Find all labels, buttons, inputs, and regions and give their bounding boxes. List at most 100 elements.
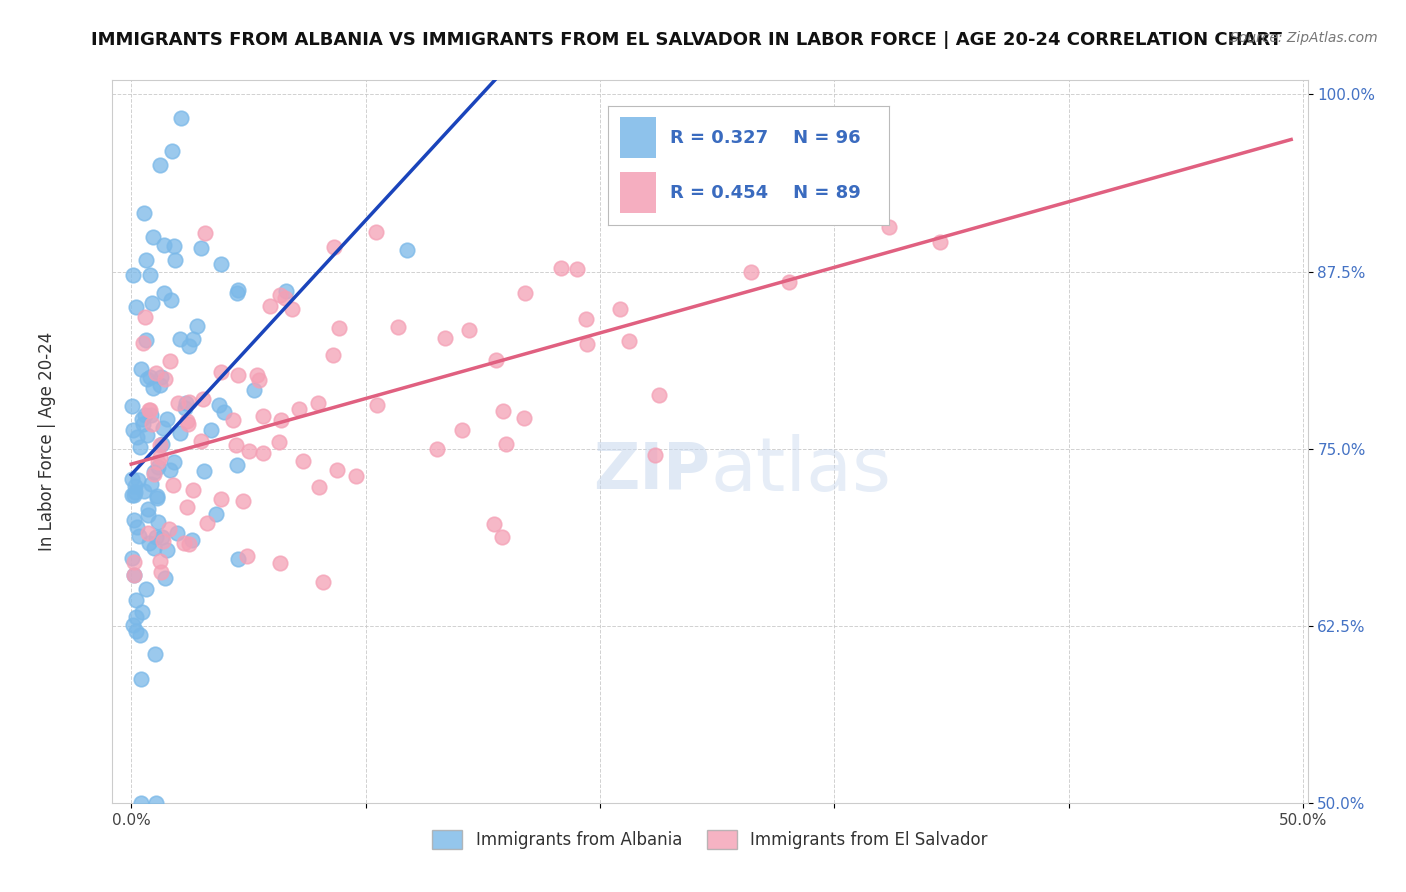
Legend: Immigrants from Albania, Immigrants from El Salvador: Immigrants from Albania, Immigrants from… — [426, 823, 994, 856]
Point — [173, 536, 195, 550]
Point — [159, 463, 181, 477]
Point — [247, 373, 270, 387]
Point — [139, 369, 162, 384]
Text: atlas: atlas — [710, 434, 891, 507]
Point — [125, 610, 148, 624]
Point — [135, 253, 157, 268]
Point — [242, 383, 264, 397]
Point — [145, 531, 167, 545]
Point — [124, 485, 146, 500]
Point — [778, 275, 800, 289]
Point — [308, 396, 330, 410]
Point — [129, 361, 152, 376]
Point — [190, 434, 212, 449]
Point — [173, 401, 195, 416]
Point — [308, 480, 330, 494]
Point — [169, 332, 191, 346]
Point — [145, 796, 167, 810]
Point — [458, 323, 481, 337]
Point — [122, 555, 145, 569]
Point — [134, 408, 156, 422]
Point — [212, 405, 235, 419]
Point — [163, 253, 186, 268]
Point — [141, 417, 163, 431]
Point — [226, 368, 249, 383]
Point — [232, 493, 254, 508]
Point — [127, 520, 149, 534]
Point — [176, 500, 198, 515]
Point — [495, 437, 517, 451]
Point — [225, 458, 247, 472]
Point — [141, 296, 163, 310]
Point — [513, 285, 536, 300]
Point — [149, 565, 172, 579]
Point — [131, 412, 153, 426]
Point — [129, 440, 152, 454]
Point — [235, 549, 257, 563]
Point — [156, 543, 179, 558]
Point — [142, 381, 165, 395]
Point — [149, 158, 172, 172]
Point — [121, 472, 143, 486]
Point — [200, 423, 222, 437]
Point — [145, 366, 167, 380]
Point — [121, 487, 143, 501]
Point — [125, 430, 148, 444]
Text: Source: ZipAtlas.com: Source: ZipAtlas.com — [1230, 31, 1378, 45]
Point — [125, 593, 148, 607]
Point — [162, 145, 184, 159]
Point — [485, 352, 508, 367]
Point — [121, 551, 143, 566]
Point — [209, 365, 232, 379]
Point — [167, 395, 190, 409]
Point — [328, 321, 350, 335]
Point — [177, 339, 200, 353]
Point — [323, 240, 346, 254]
Point — [135, 428, 157, 442]
Point — [134, 483, 156, 498]
Point — [929, 235, 952, 250]
Point — [326, 462, 349, 476]
Point — [276, 284, 298, 298]
Point — [176, 417, 198, 431]
Point — [159, 293, 181, 307]
Point — [190, 241, 212, 255]
Point — [177, 537, 200, 551]
Point — [136, 502, 159, 516]
Point — [267, 435, 290, 450]
Point — [269, 557, 291, 571]
Point — [153, 286, 176, 301]
Point — [148, 460, 170, 475]
Point — [153, 571, 176, 585]
Point — [252, 446, 274, 460]
Point — [344, 469, 367, 483]
Point — [152, 238, 174, 252]
Point — [246, 368, 269, 382]
Point — [150, 436, 173, 450]
Point — [433, 331, 456, 345]
Point — [125, 624, 148, 639]
Point — [269, 288, 291, 302]
Point — [129, 672, 152, 686]
Point — [252, 409, 274, 424]
Point — [134, 310, 156, 324]
Point — [128, 529, 150, 543]
Point — [209, 492, 232, 507]
Point — [292, 454, 315, 468]
Point — [513, 410, 536, 425]
Point — [208, 398, 231, 412]
Point — [146, 455, 169, 469]
Point — [647, 388, 669, 402]
Point — [157, 522, 180, 536]
Point — [142, 230, 165, 244]
Point — [193, 464, 215, 478]
Point — [139, 268, 162, 283]
Point — [174, 395, 197, 409]
Point — [205, 507, 228, 521]
Point — [132, 417, 155, 431]
Point — [259, 300, 281, 314]
Point — [143, 541, 166, 556]
Point — [644, 448, 666, 462]
Point — [169, 426, 191, 441]
Point — [134, 206, 156, 220]
